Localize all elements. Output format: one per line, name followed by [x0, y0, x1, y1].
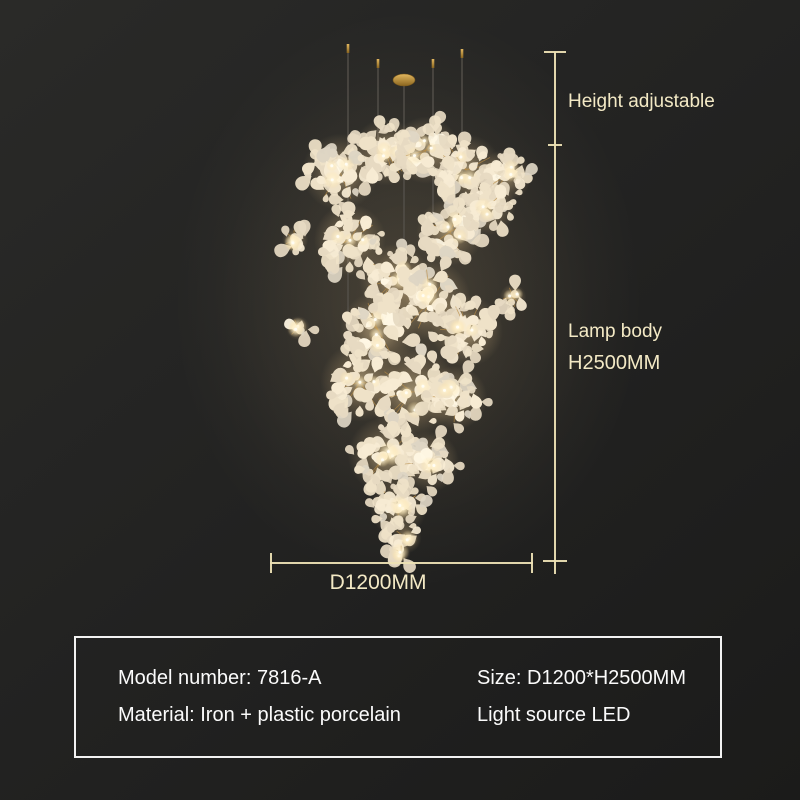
- material-text: Material: Iron + plastic porcelain: [118, 704, 401, 726]
- height-adjustable-label: Height adjustable: [568, 91, 715, 112]
- lamp-body-label: Lamp body: [568, 321, 663, 342]
- dimension-tick-top: [544, 51, 566, 53]
- spec-box: Model number: 7816-A Size: D1200*H2500MM…: [74, 636, 722, 758]
- diameter-tick-right: [531, 553, 533, 573]
- diameter-dimension-line: [270, 562, 533, 564]
- height-dimension-line: [554, 52, 556, 574]
- diameter-tick-left: [270, 553, 272, 573]
- model-number-text: Model number: 7816-A: [118, 667, 322, 689]
- size-text: Size: D1200*H2500MM: [477, 667, 686, 689]
- dimension-tick-bottom: [543, 560, 567, 562]
- lamp-body-height-label: H2500MM: [568, 352, 661, 374]
- dimension-tick-middle: [548, 144, 562, 146]
- diameter-label: D1200MM: [329, 571, 427, 594]
- light-source-text: Light source LED: [477, 704, 631, 726]
